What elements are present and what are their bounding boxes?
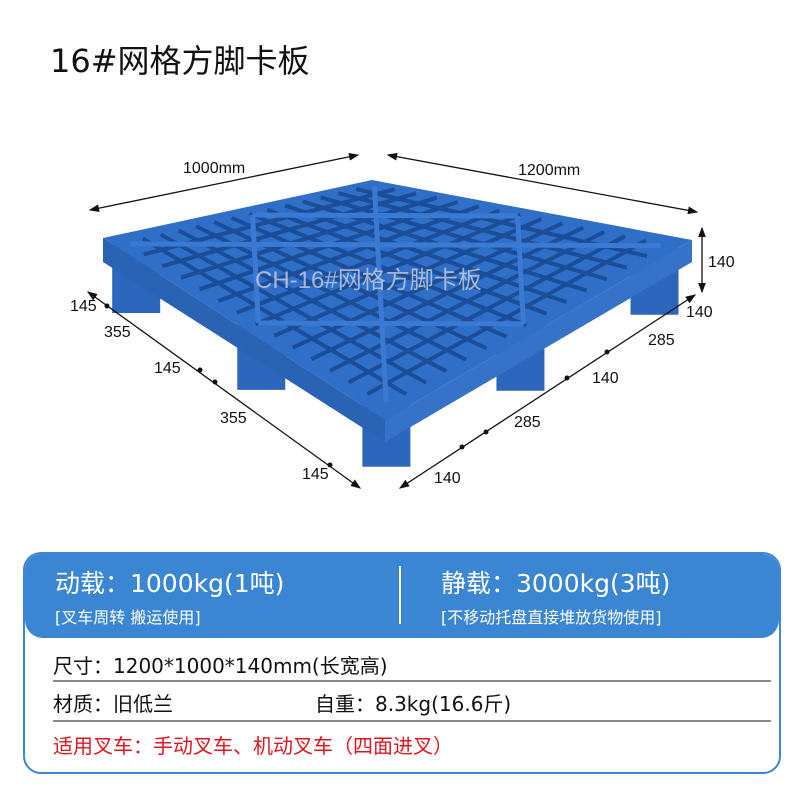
left-dim-2: 355	[104, 324, 131, 341]
left-dim-5: 145	[302, 466, 329, 483]
dimension-tick	[564, 375, 570, 381]
dynamic-load: 动载：1000kg(1吨)	[55, 569, 285, 598]
width-dimension-line	[88, 153, 360, 212]
dimension-tick	[604, 349, 610, 355]
weight-spec: 自重：8.3kg(16.6斤)	[315, 692, 512, 716]
rib	[371, 186, 389, 403]
dimension-tick	[197, 367, 203, 373]
rib	[252, 212, 518, 219]
right-side-dimension-line	[398, 294, 697, 489]
length-dimension-line	[386, 152, 699, 215]
dimension-tick	[212, 379, 218, 385]
watermark: CH-16#网格方脚卡板	[255, 267, 482, 294]
static-load: 静载：3000kg(3吨)	[441, 569, 671, 598]
right-dim-5: 140	[434, 470, 461, 487]
pallet-illustration: CH-16#网格方脚卡板	[86, 152, 706, 489]
rib	[130, 241, 661, 249]
static-load-note: [不移动托盘直接堆放货物使用]	[441, 608, 662, 627]
left-dim-4: 355	[220, 410, 247, 427]
dimension-tick	[327, 462, 333, 468]
width-label: 1000mm	[183, 160, 246, 177]
height-label: 140	[708, 254, 735, 271]
rib	[258, 320, 524, 327]
right-dim-4: 285	[514, 414, 541, 431]
grid-line	[337, 191, 628, 270]
spec-panel: 动载：1000kg(1吨) [叉车周转 搬运使用] 静载：3000kg(3吨) …	[23, 552, 781, 774]
right-dim-1: 140	[686, 304, 713, 321]
load-header: 动载：1000kg(1吨) [叉车周转 搬运使用] 静载：3000kg(3吨) …	[25, 554, 779, 638]
grid-line	[320, 195, 608, 282]
divider	[53, 680, 771, 682]
length-label: 1200mm	[518, 162, 581, 179]
right-dim-2: 285	[648, 332, 675, 349]
dynamic-load-note: [叉车周转 搬运使用]	[55, 608, 201, 627]
dimension-tick	[483, 429, 489, 435]
forklift-spec: 适用叉车：手动叉车、机动叉车（四面进叉）	[53, 734, 453, 758]
left-side-dimension-line	[86, 291, 362, 489]
right-dim-3: 140	[592, 370, 619, 387]
dimension-tick	[104, 303, 110, 309]
dimension-tick	[459, 444, 465, 450]
page-title: 16#网格方脚卡板	[50, 42, 310, 80]
left-dim-1: 145	[70, 298, 97, 315]
left-dim-3: 145	[154, 360, 181, 377]
divider	[53, 720, 771, 722]
material-spec: 材质：旧低兰	[53, 692, 173, 716]
size-spec: 尺寸：1200*1000*140mm(长宽高)	[53, 654, 388, 678]
divider	[399, 566, 401, 624]
